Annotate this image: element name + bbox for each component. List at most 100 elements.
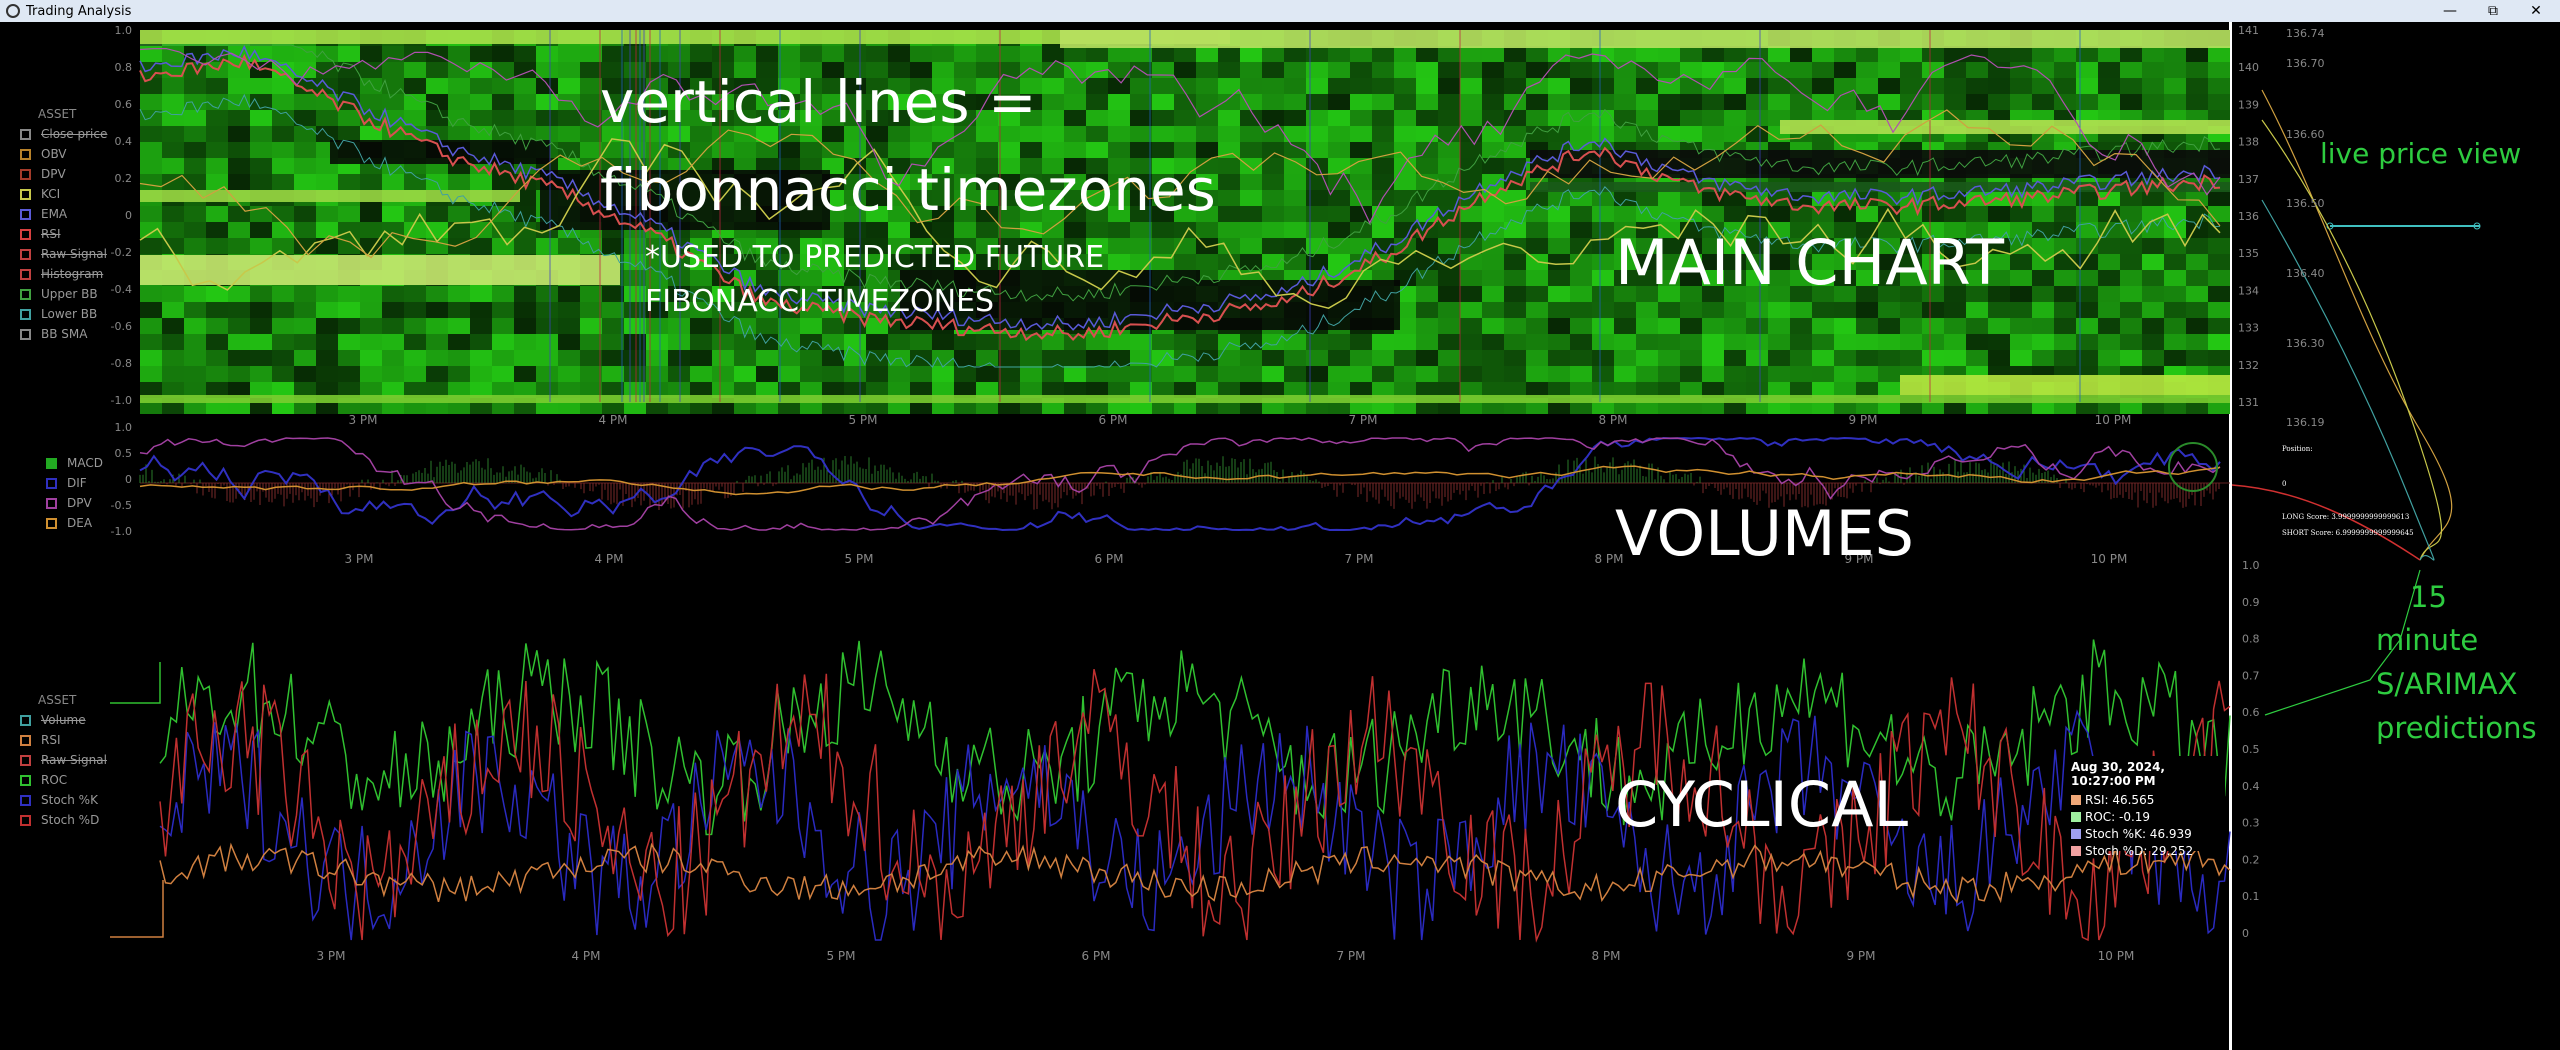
heatmap-cell bbox=[2076, 334, 2098, 350]
heatmap-cell bbox=[162, 206, 184, 222]
heatmap-cell bbox=[1592, 286, 1614, 302]
heatmap-cell bbox=[382, 366, 404, 382]
heatmap-cell bbox=[2076, 350, 2098, 366]
prediction-axis-label: 0.6 bbox=[2242, 706, 2260, 719]
heatmap-cell bbox=[580, 318, 602, 334]
heatmap-cell bbox=[2010, 206, 2032, 222]
legend-item[interactable]: Stoch %K bbox=[20, 790, 107, 810]
legend-item[interactable]: DIF bbox=[46, 473, 103, 493]
heatmap-cell bbox=[1658, 94, 1680, 110]
heatmap-cell bbox=[2142, 286, 2164, 302]
legend-item[interactable]: KCI bbox=[20, 184, 107, 204]
heatmap-cell bbox=[1658, 62, 1680, 78]
heatmap-cell bbox=[2076, 222, 2098, 238]
heatmap-cell bbox=[1504, 302, 1526, 318]
heatmap-cell bbox=[1086, 238, 1108, 254]
heatmap-cell bbox=[1372, 158, 1394, 174]
heatmap-cell bbox=[1438, 334, 1460, 350]
legend-item[interactable]: DPV bbox=[46, 493, 103, 513]
x-axis-label: 3 PM bbox=[344, 552, 373, 566]
legend-item[interactable]: RSI bbox=[20, 730, 107, 750]
legend-item[interactable]: RSI bbox=[20, 224, 107, 244]
heatmap-cell bbox=[932, 334, 954, 350]
heatmap-cell bbox=[954, 126, 976, 142]
heatmap-cell bbox=[492, 334, 514, 350]
heatmap-cell bbox=[1526, 110, 1548, 126]
heatmap-cell bbox=[2032, 318, 2054, 334]
heatmap-cell bbox=[1438, 94, 1460, 110]
legend-item[interactable]: Raw Signal bbox=[20, 244, 107, 264]
restore-button[interactable]: ⧉ bbox=[2488, 3, 2498, 19]
heatmap-cell bbox=[2098, 302, 2120, 318]
legend-item[interactable]: MACD bbox=[46, 453, 103, 473]
heatmap-cell bbox=[1196, 350, 1218, 366]
heatmap-cell bbox=[1416, 78, 1438, 94]
heatmap-cell bbox=[932, 142, 954, 158]
heatmap-cell bbox=[910, 78, 932, 94]
heatmap-cell bbox=[1988, 62, 2010, 78]
heatmap-cell bbox=[1460, 158, 1482, 174]
tooltip-value: RSI: 46.565 bbox=[2085, 792, 2155, 807]
heatmap-cell bbox=[690, 382, 712, 398]
heatmap-cell bbox=[1746, 78, 1768, 94]
heatmap-cell bbox=[272, 94, 294, 110]
heatmap-cell bbox=[558, 62, 580, 78]
heatmap-cell bbox=[1086, 222, 1108, 238]
minimize-button[interactable]: — bbox=[2443, 3, 2457, 19]
heatmap-cell bbox=[778, 110, 800, 126]
heatmap-cell bbox=[1592, 334, 1614, 350]
heatmap-cell bbox=[888, 142, 910, 158]
heatmap-cell bbox=[888, 382, 910, 398]
heatmap-cell bbox=[668, 382, 690, 398]
heatmap-cell bbox=[866, 286, 888, 302]
rsi-line bbox=[159, 842, 2231, 904]
heatmap-cell bbox=[536, 110, 558, 126]
heatmap-cell bbox=[1724, 382, 1746, 398]
legend-item[interactable]: BB SMA bbox=[20, 324, 107, 344]
legend-item[interactable]: ROC bbox=[20, 770, 107, 790]
tooltip-timestamp: Aug 30, 2024, 10:27:00 PM bbox=[2071, 760, 2165, 788]
legend-item[interactable]: DEA bbox=[46, 513, 103, 533]
heatmap-cell bbox=[1768, 382, 1790, 398]
heatmap-cell bbox=[1658, 78, 1680, 94]
heatmap-cell bbox=[1372, 46, 1394, 62]
heatmap-cell bbox=[360, 350, 382, 366]
legend-item[interactable]: Close price bbox=[20, 124, 107, 144]
heatmap-cell bbox=[1856, 366, 1878, 382]
heatmap-cell bbox=[646, 126, 668, 142]
heatmap-cell bbox=[1482, 206, 1504, 222]
legend-item[interactable]: DPV bbox=[20, 164, 107, 184]
heatmap-cell bbox=[1702, 334, 1724, 350]
heatmap-cell bbox=[668, 366, 690, 382]
prediction-axis-label: 0.1 bbox=[2242, 890, 2260, 903]
heatmap-cell bbox=[690, 62, 712, 78]
legend-item[interactable]: Stoch %D bbox=[20, 810, 107, 830]
legend-item[interactable]: Raw Signal bbox=[20, 750, 107, 770]
legend-item[interactable]: EMA bbox=[20, 204, 107, 224]
heatmap-cell bbox=[2098, 78, 2120, 94]
legend-item[interactable]: Lower BB bbox=[20, 304, 107, 324]
close-button[interactable]: ✕ bbox=[2530, 3, 2542, 19]
legend-item[interactable]: Histogram bbox=[20, 264, 107, 284]
heatmap-cell bbox=[690, 270, 712, 286]
heatmap-cell bbox=[1548, 110, 1570, 126]
heatmap-cell bbox=[1350, 366, 1372, 382]
heatmap-cell bbox=[536, 302, 558, 318]
legend-item[interactable]: Upper BB bbox=[20, 284, 107, 304]
heatmap-cell bbox=[778, 126, 800, 142]
heatmap-cell bbox=[1240, 94, 1262, 110]
heatmap-cell bbox=[1834, 206, 1856, 222]
heatmap-cell bbox=[1438, 270, 1460, 286]
legend-label: Volume bbox=[41, 713, 86, 727]
heatmap-cell bbox=[932, 382, 954, 398]
heatmap-cell bbox=[2054, 254, 2076, 270]
legend-swatch bbox=[20, 754, 31, 766]
heatmap-cell bbox=[1856, 350, 1878, 366]
legend-swatch bbox=[46, 457, 57, 469]
heatmap-cell bbox=[206, 142, 228, 158]
heatmap-cell bbox=[1372, 110, 1394, 126]
legend-item[interactable]: OBV bbox=[20, 144, 107, 164]
legend-item[interactable]: Volume bbox=[20, 710, 107, 730]
heatmap-cell bbox=[1636, 302, 1658, 318]
